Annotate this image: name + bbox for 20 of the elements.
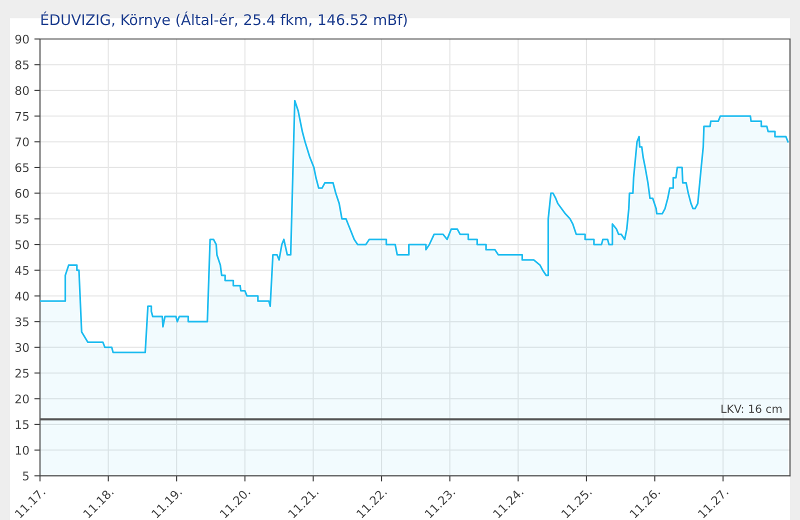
y-tick-label: 35 <box>15 317 29 326</box>
chart-title: ÉDUVIZIG, Környe (Által-ér, 25.4 fkm, 146.52 mBf) <box>41 12 407 28</box>
y-tick-label: 25 <box>15 368 29 378</box>
ref-line-label: LKV: 16 cm <box>722 404 782 414</box>
y-tick-label: 10 <box>16 446 29 455</box>
y-tick-label: 90 <box>15 34 29 44</box>
y-tick-label: 85 <box>15 60 29 70</box>
y-tick-label: 60 <box>15 188 29 198</box>
y-tick-label: 50 <box>15 240 29 250</box>
y-tick-label: 80 <box>15 86 29 96</box>
y-tick-label: 70 <box>16 138 29 146</box>
y-tick-label: 75 <box>16 112 29 121</box>
y-tick-label: 5 <box>22 472 29 480</box>
y-tick-label: 30 <box>15 343 29 352</box>
y-tick-label: 65 <box>15 163 29 172</box>
y-tick-label: 15 <box>16 420 29 430</box>
y-tick-label: 45 <box>15 266 29 275</box>
y-tick-label: 20 <box>15 394 29 404</box>
y-tick-label: 55 <box>15 214 29 224</box>
y-tick-label: 40 <box>15 292 29 301</box>
